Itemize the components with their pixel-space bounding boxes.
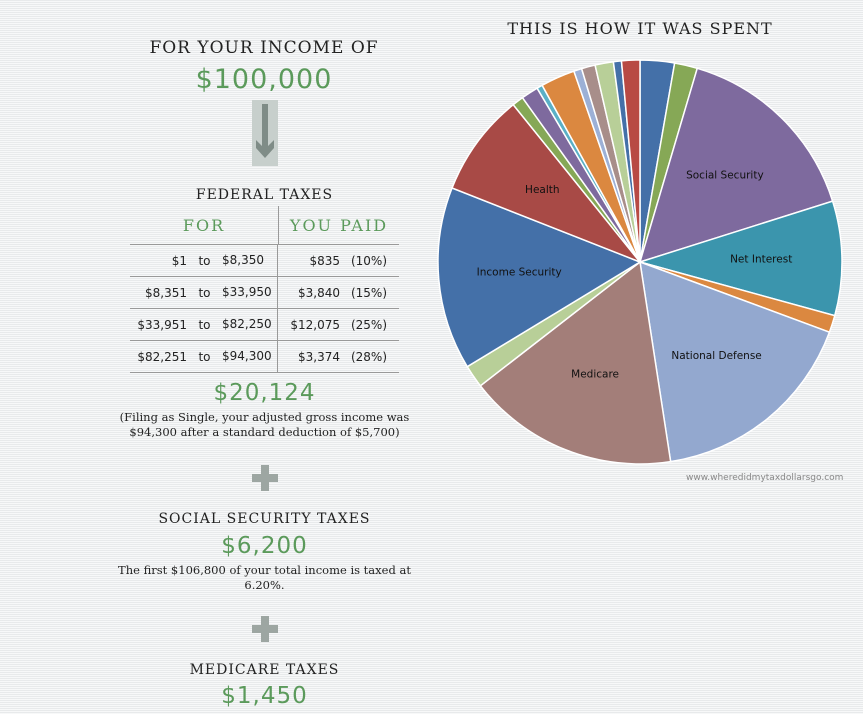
plus-icon (252, 465, 278, 491)
table-row: $1 to $8,350 $835 (10%) (130, 245, 399, 277)
pie-slice (451, 103, 643, 264)
bracket-to-word: to (198, 253, 211, 268)
pie-slice-label: Social Security (686, 170, 764, 182)
table-row: $8,351 to $33,950 $3,840 (15%) (130, 277, 399, 309)
bracket-to-word: to (198, 285, 211, 300)
amount-paid: $3,374 (298, 349, 340, 364)
column-header-you-paid: YOU PAID (289, 215, 389, 235)
pie-slice (437, 187, 642, 368)
federal-taxes-label: FEDERAL TAXES (195, 187, 334, 203)
tax-rate: (28%) (350, 349, 388, 364)
plus-icon (252, 616, 278, 642)
table-row: $82,251 to $94,300 $3,374 (28%) (130, 341, 399, 373)
chart-title: THIS IS HOW IT WAS SPENT (507, 19, 773, 38)
bracket-from: $33,951 (137, 317, 187, 332)
tax-rate: (25%) (350, 317, 388, 332)
pie-slice-label: Net Interest (730, 254, 792, 266)
spending-pie-chart: Social Security Net Interest National Defe… (437, 59, 843, 465)
tax-bracket-table: FOR YOU PAID $1 to $8,350 $835 (10%) $8,… (130, 206, 399, 373)
bracket-to-word: to (198, 317, 211, 332)
site-url: www.wheredidmytaxdollarsgo.com (686, 473, 844, 483)
social-security-note: The first $106,800 of your total income … (118, 563, 411, 592)
bracket-to: $94,300 (222, 341, 278, 372)
pie-slice-label: Medicare (571, 369, 619, 381)
pie-slice-label: Health (525, 184, 559, 196)
medicare-value: $1,450 (221, 683, 308, 709)
bracket-to: $82,250 (222, 309, 278, 340)
medicare-label: MEDICARE TAXES (189, 662, 340, 678)
amount-paid: $12,075 (290, 317, 340, 332)
bracket-from: $1 (171, 253, 187, 268)
bracket-from: $82,251 (137, 349, 187, 364)
federal-note: (Filing as Single, your adjusted gross i… (119, 410, 410, 439)
arrow-down-icon (252, 100, 278, 166)
social-security-value: $6,200 (221, 533, 308, 559)
table-header: FOR YOU PAID (130, 206, 399, 245)
tax-rate: (15%) (350, 285, 388, 300)
pie-slice (637, 200, 843, 317)
bracket-to: $8,350 (222, 245, 278, 276)
income-label: FOR YOUR INCOME OF (149, 38, 379, 58)
pie-slice (638, 67, 834, 264)
bracket-from: $8,351 (145, 285, 187, 300)
income-value: $100,000 (195, 64, 333, 95)
tax-rate: (10%) (350, 253, 388, 268)
pie-slice (620, 59, 641, 263)
amount-paid: $835 (309, 253, 340, 268)
pie-slice-label: Income Security (477, 266, 562, 278)
amount-paid: $3,840 (298, 285, 340, 300)
pie-slice (479, 260, 672, 465)
pie-slice-label: National Defense (671, 350, 761, 362)
column-header-for: FOR (130, 206, 279, 244)
pie-slice (639, 260, 831, 463)
bracket-to: $33,950 (222, 277, 278, 308)
federal-total: $20,124 (213, 380, 316, 406)
table-row: $33,951 to $82,250 $12,075 (25%) (130, 309, 399, 341)
bracket-to-word: to (198, 349, 211, 364)
social-security-label: SOCIAL SECURITY TAXES (158, 511, 371, 527)
